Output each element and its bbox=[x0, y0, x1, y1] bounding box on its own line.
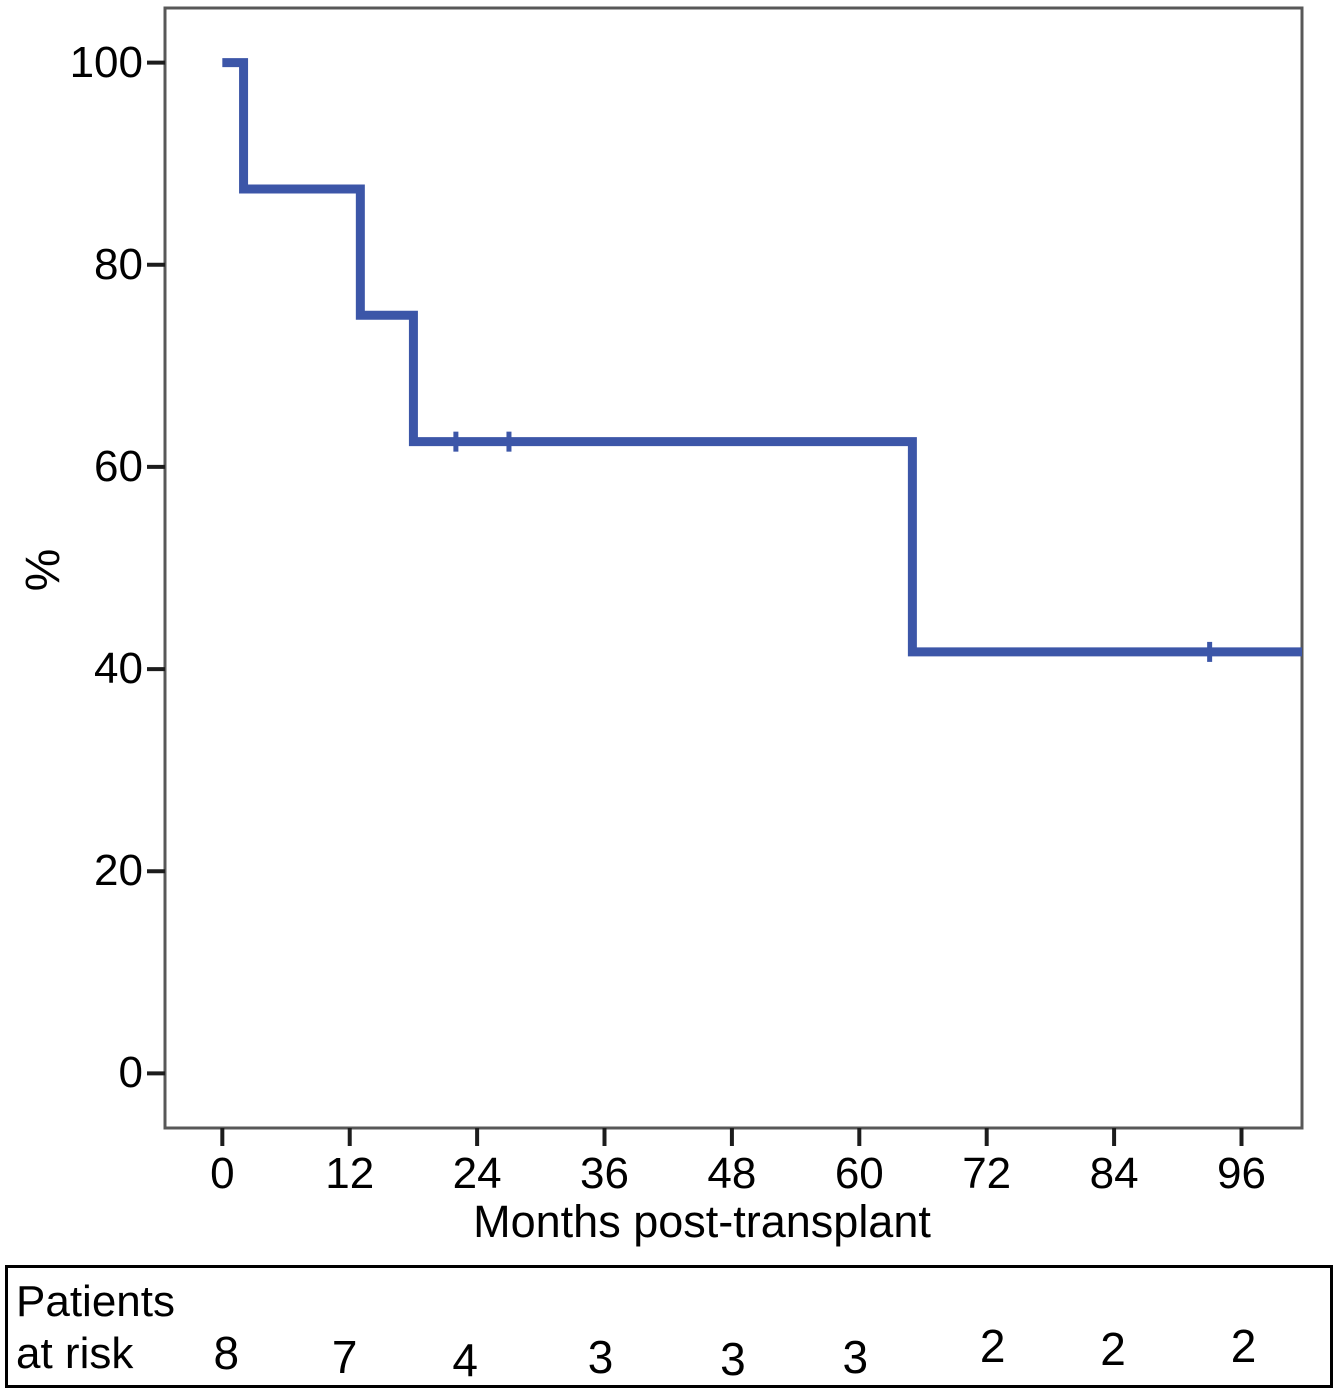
y-tick-label: 100 bbox=[69, 37, 143, 87]
risk-value: 4 bbox=[452, 1334, 478, 1386]
survival-curve bbox=[222, 58, 1302, 657]
y-tick-label: 40 bbox=[94, 644, 143, 694]
x-axis-title: Months post-transplant bbox=[473, 1196, 931, 1247]
risk-value: 3 bbox=[842, 1331, 869, 1383]
x-tick-label: 36 bbox=[580, 1149, 629, 1198]
y-tick-label: 0 bbox=[118, 1048, 143, 1098]
risk-value: 3 bbox=[587, 1331, 614, 1383]
risk-value: 2 bbox=[979, 1320, 1006, 1372]
risk-value: 2 bbox=[1230, 1320, 1257, 1372]
x-tick-label: 48 bbox=[707, 1149, 757, 1198]
patients-at-risk-table bbox=[5, 1265, 1333, 1388]
risk-table-label: Patients at risk bbox=[16, 1276, 175, 1380]
risk-label-line-2: at risk bbox=[16, 1329, 134, 1378]
x-tick-label: 60 bbox=[834, 1149, 884, 1198]
x-tick-label: 72 bbox=[962, 1149, 1012, 1198]
y-axis-title: % bbox=[17, 548, 70, 592]
x-tick-label: 96 bbox=[1217, 1149, 1266, 1198]
y-tick-label: 20 bbox=[94, 846, 143, 896]
risk-label-line-1: Patients bbox=[16, 1277, 175, 1326]
x-tick-label: 12 bbox=[325, 1149, 375, 1198]
x-tick-label: 24 bbox=[452, 1149, 502, 1198]
y-tick-label: 80 bbox=[94, 239, 143, 289]
x-tick-label: 0 bbox=[210, 1149, 235, 1198]
risk-value: 3 bbox=[720, 1333, 746, 1385]
risk-value: 2 bbox=[1100, 1323, 1126, 1375]
plot-frame bbox=[163, 6, 1304, 1130]
risk-value: 7 bbox=[331, 1331, 358, 1383]
risk-value: 8 bbox=[213, 1327, 240, 1379]
y-tick-label: 60 bbox=[94, 441, 143, 491]
x-tick-label: 84 bbox=[1089, 1149, 1139, 1198]
